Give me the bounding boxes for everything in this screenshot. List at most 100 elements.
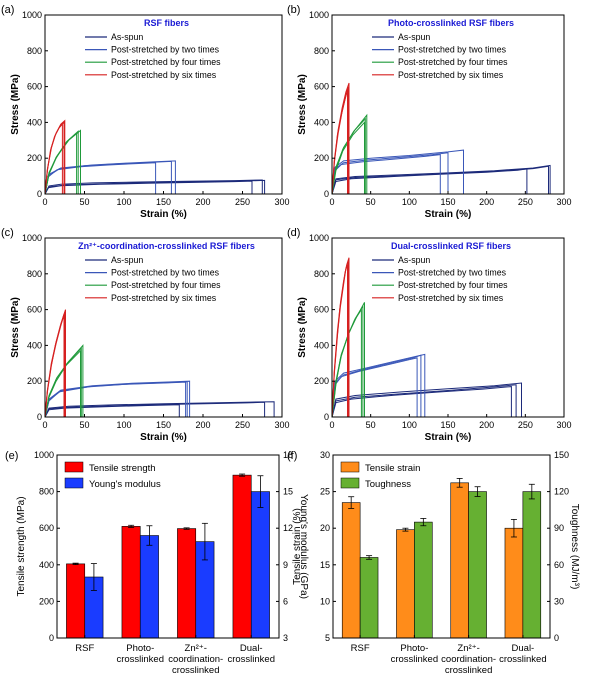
legend-swatch (340, 461, 360, 473)
y2-tick-label: 120 (554, 487, 569, 497)
y-tick-label: 600 (314, 82, 329, 92)
y2-tick-label: 9 (283, 560, 288, 570)
x-tick-label: 150 (440, 197, 455, 207)
curve-1-1 (44, 179, 263, 195)
bar-1-2 (121, 526, 141, 639)
bar-2-2 (139, 535, 159, 639)
bar-2-1 (359, 557, 379, 639)
x-tick-label: 100 (402, 420, 417, 430)
panel-label: (d) (287, 227, 300, 239)
x-tick-label: 200 (479, 420, 494, 430)
panel-label: (b) (287, 4, 300, 16)
legend-label: Post-stretched by two times (111, 45, 220, 55)
x-tick-label: 0 (329, 420, 334, 430)
x-tick-label: 0 (42, 197, 47, 207)
y-tick-label: 20 (320, 523, 330, 533)
y2-tick-label: 18 (283, 450, 293, 460)
legend-label: As-spun (111, 32, 143, 42)
bar-1-3 (450, 482, 469, 639)
legend-label: Tensile strain (365, 463, 420, 474)
y-tick-label: 30 (320, 450, 330, 460)
y-tick-label: 400 (39, 560, 54, 570)
curve-2-1 (331, 353, 426, 418)
y-tick-label: 10 (320, 596, 330, 606)
plot-frame (56, 454, 280, 639)
curve-2-2 (44, 381, 188, 418)
bar-1-1 (66, 563, 86, 639)
legend-label: Post-stretched by four times (398, 280, 508, 290)
y2-tick-label: 0 (554, 633, 559, 643)
y-tick-label: 0 (324, 189, 329, 199)
x-tick-label: 250 (235, 420, 250, 430)
bar-2-4 (250, 491, 270, 639)
legend-label: Post-stretched by six times (398, 70, 504, 80)
y2-tick-label: 6 (283, 596, 288, 606)
y-tick-label: 200 (39, 596, 54, 606)
curve-4-3 (44, 313, 65, 418)
y-tick-label: 0 (49, 633, 54, 643)
curve-2-2 (331, 354, 422, 418)
bar-1-4 (232, 474, 252, 639)
legend-label: As-spun (398, 32, 430, 42)
y2-tick-label: 90 (554, 523, 564, 533)
y-tick-label: 800 (27, 269, 42, 279)
legend-swatch (64, 461, 84, 473)
y-tick-label: 800 (314, 46, 329, 56)
x-tick-label: 150 (156, 420, 171, 430)
legend-label: Post-stretched by six times (111, 70, 217, 80)
legend-label: Post-stretched by six times (398, 293, 504, 303)
y-tick-label: 0 (37, 189, 42, 199)
legend-label: Toughness (365, 479, 411, 490)
legend-swatch (340, 477, 360, 489)
panel-d: (d) 0 50 100 150 200 250 300 0 200 400 600 800 1000 St… (287, 227, 572, 443)
category-label: coordination- (441, 654, 496, 665)
chart-title: Photo-crosslinked RSF fibers (388, 18, 514, 28)
plot-frame (332, 454, 551, 639)
y2-tick-label: 60 (554, 560, 564, 570)
category-label: Photo- (126, 643, 154, 654)
legend-label: Tensile strength (89, 463, 156, 474)
y-axis-label: Stress (MPa) (10, 74, 21, 135)
category-label: crosslinked (391, 654, 439, 665)
curve-2-3 (44, 381, 187, 418)
y-tick-label: 0 (324, 412, 329, 422)
x-tick-label: 250 (518, 420, 533, 430)
category-label: Zn²⁺- (457, 643, 479, 654)
legend-label: Post-stretched by two times (111, 268, 220, 278)
y-tick-label: 200 (314, 153, 329, 163)
y-tick-label: 200 (27, 376, 42, 386)
category-label: Zn²⁺- (185, 643, 207, 654)
x-axis-label: Strain (%) (140, 209, 187, 220)
category-label: Dual- (512, 643, 535, 654)
y-tick-label: 15 (320, 560, 330, 570)
y-axis-label: Tensile strength (MPa) (16, 496, 27, 596)
curve-1-3 (331, 168, 528, 195)
y-tick-label: 0 (37, 412, 42, 422)
panel-b: (b) 0 50 100 150 200 250 300 0 200 400 600 800 1000 St… (287, 4, 572, 220)
curve-1-3 (331, 386, 512, 418)
y-axis-label: Stress (MPa) (297, 297, 308, 358)
chart-title: Dual-crosslinked RSF fibers (391, 241, 511, 251)
legend-label: As-spun (111, 255, 143, 265)
chart-title: RSF fibers (144, 18, 189, 28)
legend-label: Post-stretched by four times (398, 57, 508, 67)
chart-title: Zn²⁺-coordination-crosslinked RSF fibers (78, 241, 255, 251)
curve-1-3 (44, 404, 180, 418)
x-tick-label: 300 (556, 197, 571, 207)
y2-tick-label: 3 (283, 633, 288, 643)
bar-1-3 (177, 528, 197, 639)
y-tick-label: 800 (314, 269, 329, 279)
y2-tick-label: 15 (283, 487, 293, 497)
y-tick-label: 200 (314, 376, 329, 386)
curve-4-3 (331, 264, 348, 418)
y-tick-label: 800 (39, 487, 54, 497)
legend-swatch (64, 477, 84, 489)
y-tick-label: 400 (27, 340, 42, 350)
y-axis-label: Stress (MPa) (297, 74, 308, 135)
y-axis-label: Tensile strain (%) (292, 508, 303, 585)
y-tick-label: 5 (325, 633, 330, 643)
y-axis-label: Stress (MPa) (10, 297, 21, 358)
curve-3-3 (44, 349, 81, 418)
x-tick-label: 250 (235, 197, 250, 207)
